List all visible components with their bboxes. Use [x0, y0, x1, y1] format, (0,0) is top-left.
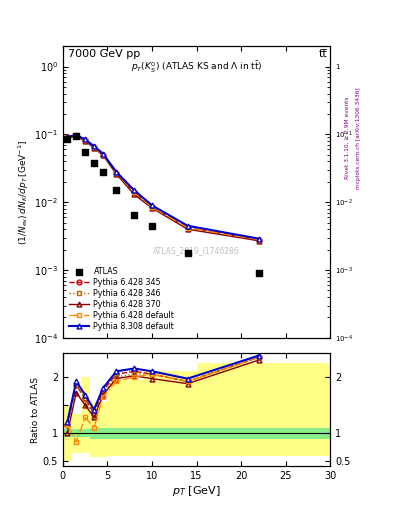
Pythia 6.428 345 — [132, 189, 136, 196]
Pythia 6.428 370 — [185, 226, 190, 232]
Pythia 6.428 default — [74, 133, 79, 139]
ATLAS — [91, 159, 97, 167]
Pythia 6.428 346 — [185, 225, 190, 231]
Text: mcplots.cern.ch [arXiv:1306.3436]: mcplots.cern.ch [arXiv:1306.3436] — [356, 88, 362, 189]
Pythia 6.428 370 — [83, 138, 88, 144]
Pythia 6.428 370 — [65, 135, 70, 141]
Pythia 6.428 370 — [257, 238, 261, 244]
Pythia 6.428 346 — [83, 137, 88, 143]
Pythia 6.428 default — [83, 137, 88, 143]
Pythia 6.428 346 — [92, 145, 96, 152]
Pythia 8.308 default — [150, 202, 154, 208]
ATLAS — [149, 222, 155, 230]
Pythia 8.308 default — [185, 223, 190, 229]
Line: Pythia 8.308 default: Pythia 8.308 default — [65, 133, 261, 241]
Pythia 6.428 346 — [150, 204, 154, 210]
Pythia 6.428 default — [65, 134, 70, 140]
Pythia 6.428 346 — [74, 133, 79, 139]
ATLAS — [131, 211, 137, 219]
Pythia 6.428 345 — [74, 133, 79, 139]
ATLAS — [64, 135, 70, 143]
Pythia 6.428 345 — [257, 237, 261, 243]
X-axis label: $p_T$ [GeV]: $p_T$ [GeV] — [172, 483, 221, 498]
Pythia 6.428 346 — [132, 189, 136, 196]
Pythia 6.428 346 — [257, 237, 261, 243]
Pythia 8.308 default — [65, 134, 70, 140]
Pythia 6.428 345 — [114, 170, 119, 176]
Text: $p_T(K^0_S)$ (ATLAS KS and $\Lambda$ in t$\bar{\mathrm{t}}$): $p_T(K^0_S)$ (ATLAS KS and $\Lambda$ in … — [131, 59, 262, 75]
ATLAS — [184, 249, 191, 257]
Pythia 6.428 345 — [185, 225, 190, 231]
Pythia 6.428 370 — [150, 205, 154, 211]
Pythia 6.428 default — [101, 152, 105, 158]
Pythia 8.308 default — [74, 132, 79, 138]
Pythia 6.428 default — [92, 144, 96, 150]
Pythia 6.428 default — [150, 204, 154, 210]
Legend: ATLAS, Pythia 6.428 345, Pythia 6.428 346, Pythia 6.428 370, Pythia 6.428 defaul: ATLAS, Pythia 6.428 345, Pythia 6.428 34… — [66, 264, 178, 335]
Text: Rivet 3.1.10, ≥ 2.9M events: Rivet 3.1.10, ≥ 2.9M events — [345, 97, 350, 180]
Pythia 6.428 370 — [101, 152, 105, 158]
Pythia 6.428 370 — [74, 134, 79, 140]
Line: Pythia 6.428 default: Pythia 6.428 default — [65, 134, 261, 242]
Pythia 8.308 default — [132, 187, 136, 194]
Pythia 6.428 346 — [65, 134, 70, 140]
Pythia 6.428 default — [257, 237, 261, 243]
ATLAS — [113, 186, 119, 195]
Pythia 8.308 default — [114, 169, 119, 175]
Pythia 6.428 default — [114, 170, 119, 176]
Pythia 6.428 345 — [101, 152, 105, 158]
ATLAS — [256, 269, 262, 278]
Line: Pythia 6.428 370: Pythia 6.428 370 — [65, 134, 261, 243]
Pythia 6.428 345 — [150, 204, 154, 210]
Y-axis label: Ratio to ATLAS: Ratio to ATLAS — [31, 377, 40, 442]
ATLAS — [73, 132, 79, 140]
Line: Pythia 6.428 345: Pythia 6.428 345 — [65, 134, 261, 242]
Pythia 6.428 346 — [114, 170, 119, 176]
Pythia 6.428 346 — [101, 152, 105, 158]
Pythia 8.308 default — [92, 143, 96, 149]
Pythia 6.428 default — [132, 189, 136, 196]
Pythia 6.428 345 — [83, 137, 88, 143]
Pythia 8.308 default — [101, 151, 105, 157]
ATLAS — [100, 168, 106, 176]
Pythia 6.428 345 — [65, 134, 70, 140]
Pythia 6.428 370 — [114, 171, 119, 177]
Pythia 6.428 345 — [92, 144, 96, 150]
Y-axis label: $(1/N_\mathrm{ev})\,dN_K/dp_T\,[\mathrm{GeV}^{-1}]$: $(1/N_\mathrm{ev})\,dN_K/dp_T\,[\mathrm{… — [17, 139, 31, 245]
Pythia 8.308 default — [83, 136, 88, 142]
ATLAS — [82, 148, 88, 156]
Pythia 6.428 370 — [92, 145, 96, 151]
Pythia 6.428 default — [185, 225, 190, 231]
Line: Pythia 6.428 346: Pythia 6.428 346 — [65, 134, 261, 242]
Pythia 6.428 370 — [132, 191, 136, 198]
Text: 7000 GeV pp: 7000 GeV pp — [68, 49, 140, 59]
Text: ATLAS_2019_I1746286: ATLAS_2019_I1746286 — [153, 246, 240, 255]
Pythia 8.308 default — [257, 236, 261, 242]
Text: tt̅: tt̅ — [319, 49, 327, 59]
